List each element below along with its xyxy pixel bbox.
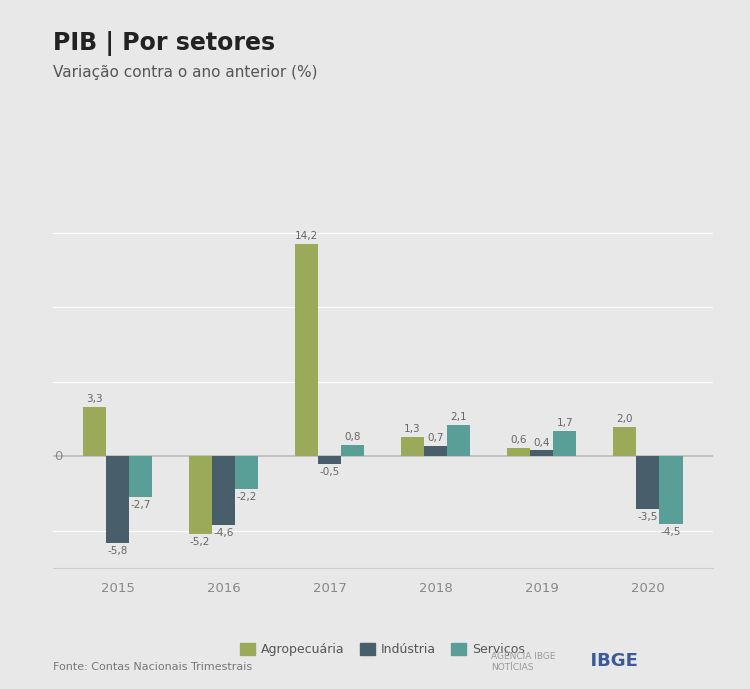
Text: -2,2: -2,2	[236, 492, 257, 502]
Text: 0,4: 0,4	[533, 438, 550, 448]
Text: 0,6: 0,6	[510, 435, 526, 444]
Text: IBGE: IBGE	[578, 652, 638, 670]
Text: -2,7: -2,7	[130, 500, 151, 510]
Text: Variação contra o ano anterior (%): Variação contra o ano anterior (%)	[53, 65, 317, 81]
Text: -5,8: -5,8	[107, 546, 128, 556]
Text: 1,3: 1,3	[404, 424, 421, 434]
Text: -4,6: -4,6	[213, 528, 234, 538]
Text: -5,2: -5,2	[190, 537, 210, 547]
Text: 2,0: 2,0	[616, 413, 632, 424]
Bar	[318, 457, 341, 464]
Bar	[447, 425, 470, 457]
Bar	[659, 457, 682, 524]
Text: 0,8: 0,8	[344, 431, 361, 442]
Text: 3,3: 3,3	[86, 394, 103, 404]
Bar	[295, 245, 318, 457]
Text: 1,7: 1,7	[556, 418, 573, 428]
Bar	[530, 451, 554, 457]
Text: 14,2: 14,2	[295, 232, 318, 242]
Bar	[554, 431, 577, 457]
Bar	[400, 437, 424, 457]
Bar	[188, 457, 211, 534]
Bar	[236, 457, 259, 489]
Bar	[211, 457, 236, 525]
Bar	[106, 457, 129, 543]
Legend: Agropecuária, Indústria, Serviços: Agropecuária, Indústria, Serviços	[233, 637, 532, 663]
Bar	[506, 448, 530, 457]
Text: 0,7: 0,7	[427, 433, 444, 443]
Bar	[424, 446, 447, 457]
Text: PIB | Por setores: PIB | Por setores	[53, 31, 274, 56]
Text: -4,5: -4,5	[661, 526, 681, 537]
Bar	[341, 444, 364, 457]
Bar	[636, 457, 659, 508]
Bar	[129, 457, 152, 497]
Bar	[82, 407, 106, 457]
Text: -3,5: -3,5	[638, 512, 658, 522]
Text: AGÊNCIA IBGE
NOTÍCIAS: AGÊNCIA IBGE NOTÍCIAS	[491, 652, 556, 672]
Text: 2,1: 2,1	[451, 412, 467, 422]
Bar	[613, 426, 636, 457]
Text: 0: 0	[54, 450, 62, 463]
Text: Fonte: Contas Nacionais Trimestrais: Fonte: Contas Nacionais Trimestrais	[53, 661, 251, 672]
Text: -0,5: -0,5	[320, 467, 340, 477]
